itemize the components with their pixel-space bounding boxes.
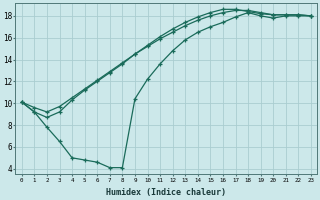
X-axis label: Humidex (Indice chaleur): Humidex (Indice chaleur)	[106, 188, 226, 197]
